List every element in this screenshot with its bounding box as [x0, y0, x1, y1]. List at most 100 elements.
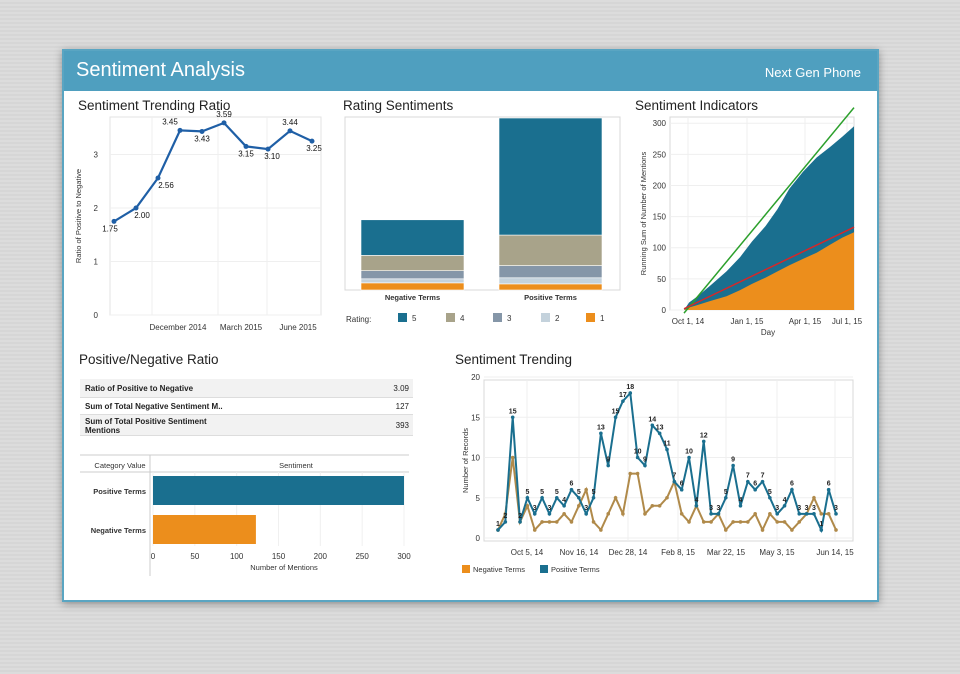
ratio-point [265, 146, 271, 152]
indicators-x-tick: Apr 1, 15 [789, 317, 822, 326]
trending-data-label: 2 [518, 513, 522, 520]
trending-data-label: 5 [768, 489, 772, 496]
posneg-category-label: Negative Terms [91, 526, 146, 535]
trending-point [584, 487, 588, 492]
indicators-y-tick: 300 [653, 119, 667, 128]
trending-x-tick: May 3, 15 [759, 548, 795, 557]
rating-legend-swatch [586, 313, 595, 322]
trending-data-label: 5 [540, 489, 544, 496]
rating-bar-segment [360, 255, 465, 271]
trending-data-label: 13 [597, 424, 605, 431]
trending-point [775, 520, 780, 524]
trending-data-label: 3 [834, 505, 838, 512]
trending-point [723, 528, 728, 532]
posneg-header-right: Sentiment [279, 461, 314, 470]
trending-y-tick: 15 [471, 413, 480, 422]
trending-point [753, 487, 757, 492]
trending-point [797, 520, 802, 524]
ratio-y-tick: 1 [94, 257, 99, 266]
trending-data-label: 3 [812, 505, 816, 512]
ratio-data-label: 1.75 [102, 224, 118, 233]
indicators-y-tick: 200 [653, 181, 667, 190]
posneg-bar [153, 476, 404, 505]
trending-point [606, 512, 611, 516]
rating-bar-segment [360, 270, 465, 280]
trending-data-label: 15 [509, 408, 517, 415]
trending-point [547, 520, 552, 524]
trending-data-label: 9 [643, 457, 647, 464]
trending-point [834, 512, 838, 516]
indicators-x-tick: Jan 1, 15 [731, 317, 764, 326]
trending-data-label: 4 [694, 497, 698, 504]
trending-point [599, 528, 603, 532]
rating-bar-segment [498, 234, 603, 266]
trending-data-label: 3 [533, 505, 537, 512]
posneg-header-left: Category Value [94, 461, 145, 470]
trending-point [599, 431, 603, 436]
trending-data-label: 5 [525, 489, 529, 496]
ratio-x-tick: December 2014 [150, 323, 207, 332]
ratio-panel-title: Sentiment Trending Ratio [78, 98, 231, 113]
posneg-x-tick: 50 [190, 552, 199, 561]
trending-point [746, 479, 750, 484]
rating-legend-swatch [541, 313, 550, 322]
trending-data-label: 3 [584, 505, 588, 512]
trending-point [701, 520, 706, 524]
trending-data-label: 6 [570, 481, 574, 488]
product-name: Next Gen Phone [764, 65, 861, 80]
rating-bar-segment [498, 283, 603, 291]
trending-point [496, 528, 500, 532]
trending-point [621, 512, 625, 516]
trending-point [790, 487, 794, 492]
trending-data-label: 14 [648, 416, 656, 423]
trending-point [768, 512, 772, 516]
trending-point [569, 487, 574, 492]
ratio-point [287, 128, 293, 134]
trending-point [562, 512, 566, 516]
indicators-x-tick: Jul 1, 15 [832, 317, 863, 326]
trending-point [790, 528, 794, 532]
rating-legend-swatch [493, 313, 502, 322]
trending-point [819, 528, 824, 532]
trending-point [650, 504, 655, 508]
ratio-line [113, 121, 313, 223]
trending-x-tick: Jun 14, 15 [816, 548, 854, 557]
indicators-x-label: Day [761, 328, 775, 337]
indicators-panel-title: Sentiment Indicators [635, 98, 759, 113]
dashboard: Sentiment Analysis Next Gen Phone Sentim… [62, 49, 879, 602]
trending-point [812, 512, 816, 516]
table-row-label: Sum of Total Positive Sentiment Mentions [85, 417, 207, 435]
rating-category-label: Positive Terms [524, 293, 577, 302]
ratio-data-label: 2.00 [134, 211, 150, 220]
trending-data-label: 6 [753, 481, 757, 488]
ratio-point [309, 138, 315, 144]
trending-point [819, 512, 824, 516]
rating-legend-label: 2 [555, 314, 560, 323]
trending-point [782, 504, 787, 508]
trending-point [687, 455, 691, 460]
trending-point [635, 471, 640, 476]
trending-data-label: 4 [739, 497, 743, 504]
ratio-x-tick: March 2015 [220, 323, 263, 332]
indicators-x-tick: Oct 1, 14 [672, 317, 705, 326]
rating-legend-title: Rating: [346, 315, 371, 324]
trending-point [650, 423, 655, 428]
trending-point [613, 415, 618, 420]
trending-point [701, 439, 706, 444]
trending-data-label: 1 [496, 521, 500, 528]
trending-point [709, 512, 713, 516]
trending-x-tick: Feb 8, 15 [661, 548, 695, 557]
trending-point [510, 415, 515, 420]
trending-point [782, 520, 787, 524]
trending-point [621, 399, 625, 403]
trending-x-tick: Nov 16, 14 [560, 548, 599, 557]
trending-legend-swatch [462, 565, 470, 573]
dashboard-title: Sentiment Analysis [76, 59, 245, 81]
rating-bar-segment [360, 278, 465, 284]
trending-data-label: 3 [709, 505, 713, 512]
table-row-value: 127 [395, 402, 409, 411]
trending-data-label: 10 [634, 449, 642, 456]
trending-point [665, 447, 669, 452]
trending-data-label: 4 [783, 497, 787, 504]
trending-point [525, 504, 530, 508]
